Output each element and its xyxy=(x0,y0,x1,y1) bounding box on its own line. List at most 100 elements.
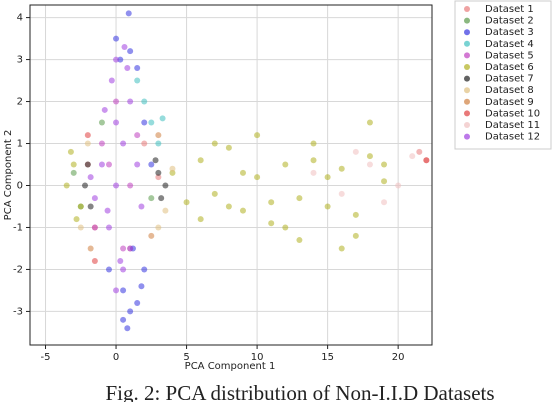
point xyxy=(141,119,148,126)
point xyxy=(155,132,162,139)
point xyxy=(409,153,416,160)
point xyxy=(120,316,127,323)
legend-label: Dataset 3 xyxy=(485,27,534,38)
point xyxy=(127,245,134,252)
point xyxy=(155,169,162,176)
point xyxy=(134,132,141,139)
point xyxy=(155,224,162,231)
point xyxy=(105,224,112,231)
legend-marker xyxy=(464,75,470,82)
point xyxy=(87,174,94,181)
point xyxy=(67,148,74,155)
legend-label: Dataset 1 xyxy=(485,4,534,15)
point xyxy=(120,287,127,294)
point xyxy=(338,165,345,172)
legend-label: Dataset 8 xyxy=(485,85,534,96)
y-tick-label: 1 xyxy=(17,139,23,150)
point xyxy=(225,144,232,151)
point xyxy=(127,308,134,315)
y-axis-label: PCA Component 2 xyxy=(3,130,14,221)
point xyxy=(148,119,155,126)
x-tick-label: 20 xyxy=(392,352,405,363)
point xyxy=(82,182,89,189)
point xyxy=(98,140,105,147)
point xyxy=(225,203,232,210)
y-tick-label: 0 xyxy=(17,180,23,191)
legend-label: Dataset 7 xyxy=(485,74,534,85)
point xyxy=(134,300,141,307)
point xyxy=(296,237,303,244)
point xyxy=(155,140,162,147)
point xyxy=(310,169,317,176)
x-axis-label: PCA Component 1 xyxy=(185,361,276,372)
point xyxy=(324,203,331,210)
point xyxy=(152,157,159,164)
legend-marker xyxy=(464,6,470,12)
point xyxy=(423,157,430,164)
point xyxy=(381,178,388,185)
point xyxy=(98,119,105,126)
point xyxy=(105,266,112,273)
point xyxy=(254,174,261,181)
point xyxy=(121,43,128,50)
point xyxy=(162,182,169,189)
legend-marker xyxy=(464,40,470,47)
y-tick-label: 3 xyxy=(17,55,23,66)
point xyxy=(148,161,155,168)
point xyxy=(366,161,373,168)
legend-label: Dataset 5 xyxy=(485,50,534,61)
point xyxy=(108,77,115,84)
point xyxy=(91,195,98,202)
point xyxy=(159,115,166,122)
point xyxy=(73,216,80,223)
point xyxy=(268,220,275,227)
point xyxy=(127,48,134,55)
legend-box xyxy=(454,0,552,150)
plot-frame xyxy=(29,4,433,346)
point xyxy=(338,190,345,197)
point xyxy=(87,245,94,252)
point xyxy=(91,224,98,231)
point xyxy=(254,132,261,139)
point xyxy=(211,140,218,147)
legend-marker xyxy=(464,52,470,59)
point xyxy=(148,232,155,239)
point xyxy=(124,64,131,71)
point xyxy=(101,106,108,113)
x-tick-label: 15 xyxy=(321,352,334,363)
legend-label: Dataset 6 xyxy=(485,62,534,73)
plot-area xyxy=(30,5,432,345)
legend-marker xyxy=(464,17,470,24)
point xyxy=(352,148,359,155)
point xyxy=(104,207,111,214)
legend-marker xyxy=(464,64,470,70)
x-tick-label: 5 xyxy=(183,352,189,363)
point xyxy=(125,10,132,17)
point xyxy=(113,35,120,42)
point xyxy=(155,174,162,181)
y-tick-label: -1 xyxy=(13,222,23,233)
legend-label: Dataset 9 xyxy=(485,97,534,108)
point xyxy=(138,203,145,210)
y-tick-label: 2 xyxy=(17,97,23,108)
point xyxy=(268,199,275,206)
point xyxy=(117,258,124,265)
point xyxy=(134,161,141,168)
point xyxy=(127,98,134,105)
point xyxy=(395,182,402,189)
point xyxy=(113,182,120,189)
point xyxy=(310,157,317,164)
point xyxy=(84,161,91,168)
point xyxy=(296,195,303,202)
point xyxy=(120,140,127,147)
point xyxy=(366,119,373,126)
point xyxy=(211,190,218,197)
y-tick-label: 4 xyxy=(17,13,23,24)
point xyxy=(113,56,120,63)
legend-marker xyxy=(464,133,470,140)
point xyxy=(141,140,148,147)
point xyxy=(98,161,105,168)
point xyxy=(141,266,148,273)
legend-label: Dataset 10 xyxy=(485,108,540,119)
